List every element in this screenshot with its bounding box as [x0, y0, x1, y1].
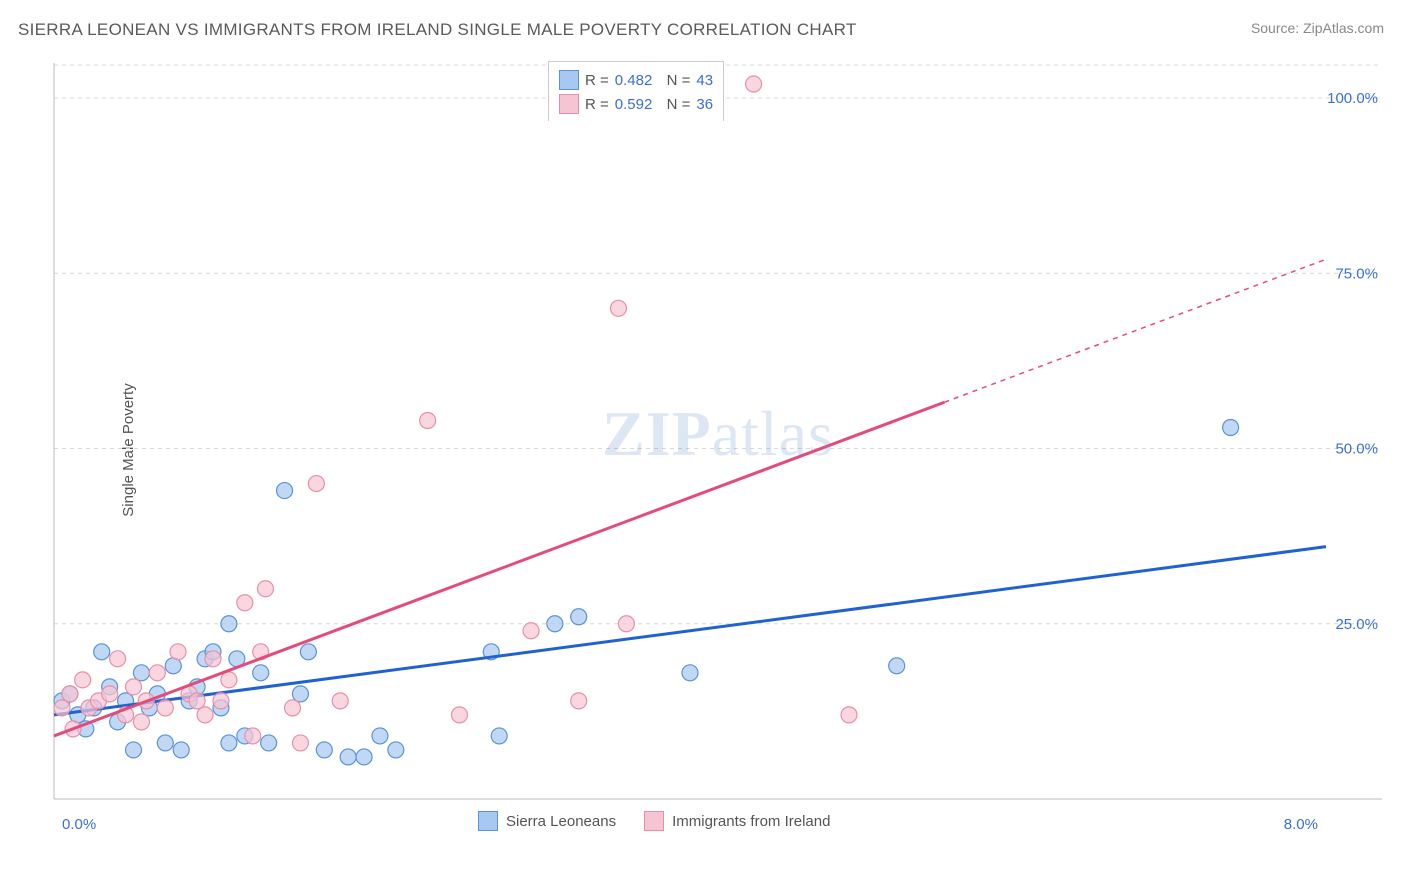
source-label: Source: ZipAtlas.com — [1251, 20, 1384, 36]
chart-area: Single Male Poverty 25.0%50.0%75.0%100.0… — [50, 55, 1386, 845]
scatter-plot: 25.0% 50.0% 75.0% 100.0% 0.0% 8.0% R = 0.482 … — [50, 55, 1386, 845]
svg-text:100.0%: 100.0% — [1327, 90, 1378, 107]
svg-text:0.0%: 0.0% — [62, 816, 96, 833]
series-legend: Sierra LeoneansImmigrants from Ireland — [478, 811, 998, 831]
svg-text:50.0%: 50.0% — [1335, 441, 1378, 458]
svg-text:75.0%: 75.0% — [1335, 265, 1378, 282]
svg-text:25.0%: 25.0% — [1335, 616, 1378, 633]
chart-title: SIERRA LEONEAN VS IMMIGRANTS FROM IRELAN… — [18, 20, 857, 40]
svg-text:8.0%: 8.0% — [1284, 816, 1318, 833]
correlation-legend: R = 0.482 N = 43 R = 0.592 N = 36 — [548, 61, 724, 121]
